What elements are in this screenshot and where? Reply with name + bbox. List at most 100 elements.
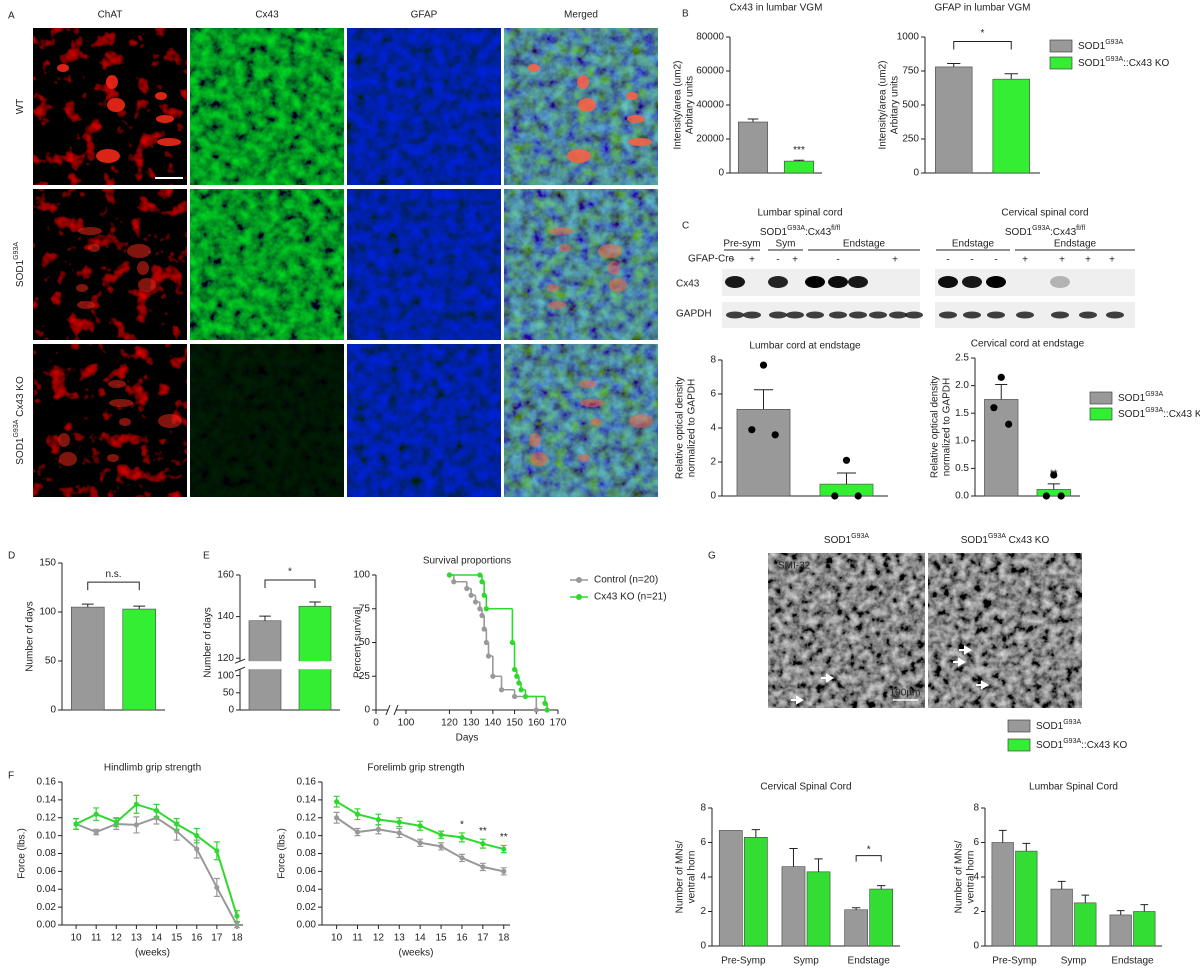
data-point [417, 840, 423, 846]
error-bar [309, 601, 321, 607]
superscript: fl/fl [831, 225, 840, 232]
text-part: SOD1 [1078, 58, 1106, 69]
y-tick-label: 2 [973, 906, 979, 917]
arrow [953, 657, 966, 667]
x-tick-label: 12 [111, 933, 123, 944]
genotype-sign: - [994, 255, 997, 266]
text-part: SOD1 [961, 535, 989, 546]
y-tick-label: 2.0 [955, 380, 969, 391]
y-tick-label: 4 [973, 872, 979, 883]
cell-body [119, 418, 131, 426]
bar [122, 608, 157, 711]
x-tick-label: 100 [398, 718, 415, 729]
bar [737, 121, 769, 174]
image-title: SOD1G93A Cx43 KO [961, 533, 1050, 546]
legend-swatch [1007, 738, 1031, 752]
data-point [459, 855, 465, 861]
panel-letter: A [8, 11, 15, 22]
x-tick-label: 15 [171, 933, 183, 944]
data-point [133, 822, 140, 828]
band [986, 276, 1006, 288]
y-tick-label: 0.08 [297, 848, 317, 859]
superscript: G93A [851, 533, 869, 540]
x-tick-label: 170 [550, 718, 567, 729]
data-point [477, 572, 483, 578]
x-tick-label: 16 [456, 933, 468, 944]
x-tick-label: 14 [415, 933, 427, 944]
genotype-sign: + [1022, 255, 1028, 266]
data-point [514, 673, 520, 679]
sig-bracket [953, 41, 1012, 50]
y-tick-label: 1000 [897, 32, 920, 43]
micrograph [347, 28, 501, 185]
panel-letter: B [682, 9, 689, 20]
error-bar [1047, 483, 1060, 490]
x-tick-label: 120 [441, 718, 458, 729]
row-label: WT [15, 99, 26, 115]
band [768, 276, 788, 288]
error-bar [747, 118, 759, 122]
y-axis-label: Number of MNs/ [954, 840, 965, 913]
survival-step [524, 689, 545, 698]
data-point [511, 666, 518, 673]
survival-step [513, 642, 517, 671]
band [828, 276, 848, 288]
cell-body [137, 261, 149, 275]
cell-body [88, 244, 100, 252]
x-tick-label: Endstage [848, 956, 891, 966]
error-bar [81, 603, 94, 608]
band [805, 276, 825, 288]
significance: ** [479, 826, 487, 837]
x-tick-label: 140 [485, 718, 502, 729]
legend-swatch [1049, 56, 1073, 70]
stain-label: SMI-32 [778, 561, 811, 572]
y-tick-label: 100 [353, 570, 370, 581]
data-point [509, 639, 515, 646]
x-tick-label: 16 [191, 933, 203, 944]
scale-label: 100µm [890, 688, 921, 699]
y-tick-label: 0 [228, 705, 234, 716]
data-point [93, 829, 99, 835]
y-axis-label: Number of days [203, 607, 214, 678]
band [938, 276, 958, 288]
y-tick-label: 750 [902, 66, 919, 77]
text-part: ::Cx43 KO [1123, 58, 1169, 69]
arrow [976, 680, 989, 690]
band [987, 311, 1005, 319]
legend-label: SOD1G93A::Cx43 KO [1036, 738, 1127, 751]
band [905, 311, 923, 319]
y-axis-label: ventral horn [966, 851, 977, 904]
genotype-sign: - [731, 255, 734, 266]
text-part: SOD1 [1118, 393, 1146, 404]
data-point [194, 846, 200, 852]
cell-body [158, 414, 182, 428]
y-tick-label: 25 [359, 671, 371, 682]
micrograph [768, 553, 925, 708]
legend-label: SOD1G93A [1118, 391, 1163, 404]
y-tick-label: 0.14 [37, 795, 57, 806]
error-bar [1140, 904, 1149, 912]
error-bar [1022, 842, 1031, 852]
y-tick-label: 8 [973, 803, 979, 814]
micrograph [504, 189, 658, 340]
cell-body [548, 301, 566, 309]
x-tick-label: Endstage [1111, 956, 1154, 966]
y-tick-label: 2 [710, 457, 716, 468]
error-bar [793, 159, 805, 162]
y-tick-label: 4 [710, 423, 716, 434]
y-tick-label: 120 [217, 653, 234, 664]
significance: * [981, 28, 985, 39]
column-label: Cx43 [255, 10, 279, 21]
cell-body [547, 284, 559, 292]
y-tick-label: 140 [217, 611, 234, 622]
data-point [214, 884, 220, 891]
chart-title: Cervical Spinal Cord [760, 782, 851, 793]
y-tick-label: 0 [973, 941, 979, 952]
data-point [485, 653, 492, 659]
x-tick-label: Symp [793, 956, 819, 966]
superscript: G93A [1105, 39, 1123, 46]
cell-body [77, 301, 95, 309]
y-tick-label: 1.5 [955, 408, 969, 419]
cell-body [598, 244, 622, 258]
x-tick-label: 11 [352, 933, 363, 944]
